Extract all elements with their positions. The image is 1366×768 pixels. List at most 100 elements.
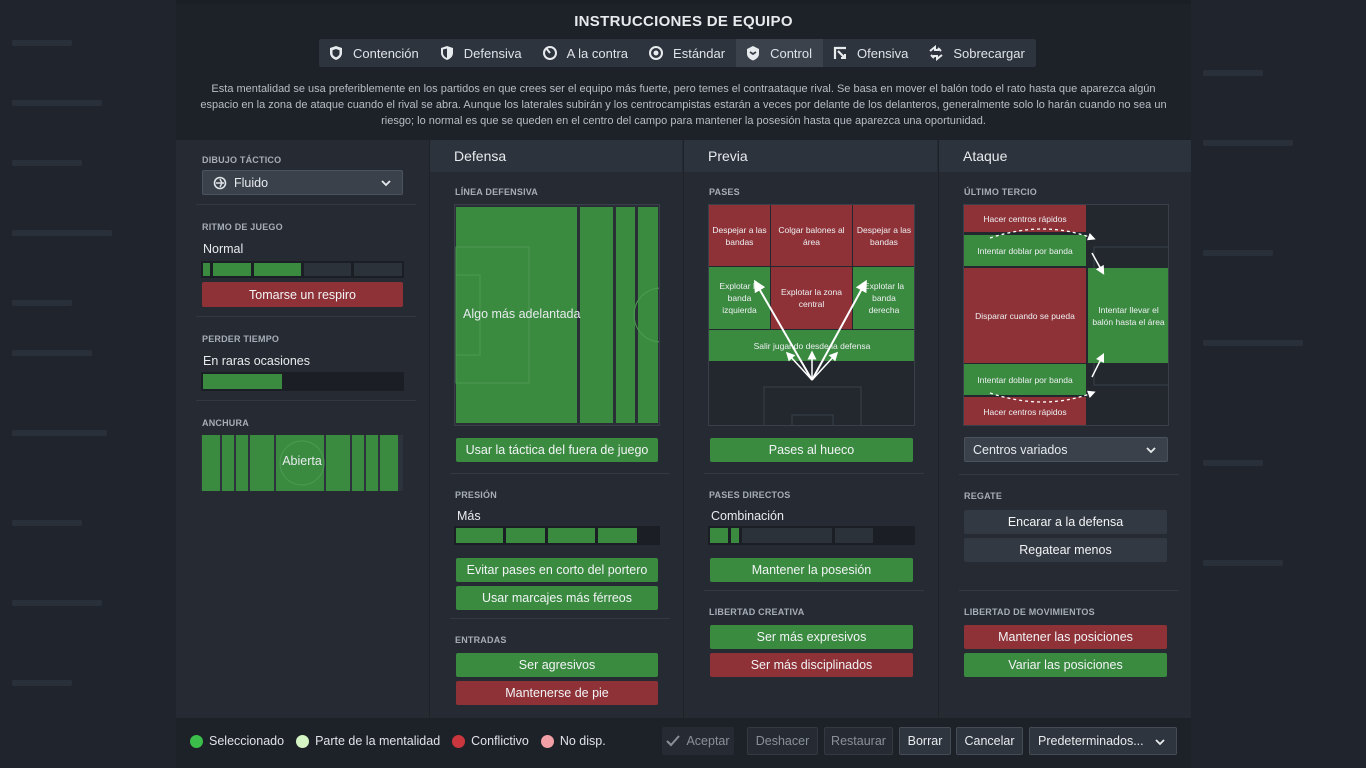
tab-label: Ofensiva xyxy=(857,45,909,61)
shield-double-icon xyxy=(330,46,342,60)
tab-sobrecargar[interactable]: Sobrecargar xyxy=(919,39,1036,67)
balls-into-box-option[interactable]: Colgar balones al área xyxy=(771,205,852,266)
presets-dropdown[interactable]: Predeterminados... xyxy=(1029,727,1177,755)
aggressive-button[interactable]: Ser agresivos xyxy=(456,653,658,677)
tab-label: A la contra xyxy=(566,45,629,61)
tab-defensiva[interactable]: Defensiva xyxy=(430,39,533,67)
tab-a-la-contra[interactable]: A la contra xyxy=(533,39,639,67)
dribbling-label: REGATE xyxy=(964,491,1003,501)
accept-button[interactable]: Aceptar xyxy=(662,727,734,755)
legend-item: Parte de la mentalidad xyxy=(296,734,440,748)
restore-button[interactable]: Restaurar xyxy=(824,727,893,755)
tactic-value: Fluido xyxy=(234,175,269,190)
defensive-pitch-lines xyxy=(455,246,659,384)
direct-passing-value: Combinación xyxy=(711,509,784,523)
defensive-line-label: LÍNEA DEFENSIVA xyxy=(455,187,539,197)
tactic-label: DIBUJO TÁCTICO xyxy=(202,155,282,165)
defensive-line-value: Algo más adelantada xyxy=(463,307,581,321)
overlap-top-option[interactable]: Intentar doblar por banda xyxy=(964,235,1086,266)
overlap-bottom-option[interactable]: Intentar doblar por banda xyxy=(964,364,1086,395)
tab-label: Contención xyxy=(353,45,419,61)
divider xyxy=(704,473,924,474)
defense-header: Defensa xyxy=(430,140,682,172)
early-crosses-bottom-option[interactable]: Hacer centros rápidos xyxy=(964,397,1086,425)
attack-arrow-icon xyxy=(833,46,846,59)
dribble-less-button[interactable]: Regatear menos xyxy=(964,538,1167,562)
legend-item: Seleccionado xyxy=(190,734,284,748)
overload-icon xyxy=(929,45,943,61)
dialog-title: INSTRUCCIONES DE EQUIPO xyxy=(574,13,793,30)
tab-contencion[interactable]: Contención xyxy=(319,39,430,67)
presets-label: Predeterminados... xyxy=(1038,734,1144,748)
direct-passing-label: PASES DIRECTOS xyxy=(709,490,791,500)
legend-label: Parte de la mentalidad xyxy=(315,734,441,748)
tab-ofensiva[interactable]: Ofensiva xyxy=(823,39,919,67)
width-pitch[interactable]: Abierta xyxy=(201,435,403,491)
hold-position-button[interactable]: Mantener las posiciones xyxy=(964,625,1167,649)
movement-freedom-label: LIBERTAD DE MOVIMIENTOS xyxy=(964,607,1095,617)
timewaste-bar[interactable] xyxy=(201,372,404,391)
work-into-box-option[interactable]: Intentar llevar el balón hasta el área xyxy=(1088,268,1168,363)
defensive-line-pitch[interactable]: Algo más adelantada xyxy=(454,204,660,426)
early-crosses-top-option[interactable]: Hacer centros rápidos xyxy=(964,205,1086,232)
clear-wide-left-option[interactable]: Despejar a las bandas xyxy=(709,205,770,266)
divider xyxy=(704,590,924,591)
stay-on-feet-button[interactable]: Mantenerse de pie xyxy=(456,681,658,705)
offside-trap-button[interactable]: Usar la táctica del fuera de juego xyxy=(456,438,658,462)
crossing-select[interactable]: Centros variados xyxy=(964,437,1168,462)
direct-passing-bar[interactable] xyxy=(708,526,915,545)
be-more-expressive-button[interactable]: Ser más expresivos xyxy=(710,625,913,649)
be-more-disciplined-button[interactable]: Ser más disciplinados xyxy=(710,653,913,677)
creative-freedom-label: LIBERTAD CREATIVA xyxy=(709,607,805,617)
roam-button[interactable]: Variar las posiciones xyxy=(964,653,1167,677)
keep-possession-button[interactable]: Mantener la posesión xyxy=(710,558,913,582)
tempo-bar[interactable] xyxy=(201,261,404,278)
counter-icon xyxy=(542,46,557,60)
crossing-value: Centros variados xyxy=(973,442,1068,457)
defense-column: Defensa LÍNEA DEFENSIVA Algo más adelant… xyxy=(429,140,682,718)
tab-label: Sobrecargar xyxy=(953,45,1025,61)
tight-marking-button[interactable]: Usar marcajes más férreos xyxy=(456,586,658,610)
check-icon xyxy=(666,735,681,747)
legend-label: Conflictivo xyxy=(471,734,529,748)
pressing-label: PRESIÓN xyxy=(455,490,497,500)
tempo-slow-button[interactable]: Tomarse un respiro xyxy=(202,282,403,307)
conflict-dot-icon xyxy=(452,734,466,748)
shoot-on-sight-option[interactable]: Disparar cuando se pueda xyxy=(964,268,1086,363)
control-shield-icon xyxy=(747,46,760,61)
tactic-select[interactable]: Fluido xyxy=(202,170,403,195)
timewaste-value: En raras ocasiones xyxy=(203,354,311,368)
tab-label: Control xyxy=(770,45,812,61)
overlap-arrows xyxy=(989,228,1105,403)
through-balls-button[interactable]: Pases al hueco xyxy=(710,438,913,462)
run-at-defence-button[interactable]: Encarar a la defensa xyxy=(964,510,1167,534)
balanced-icon xyxy=(649,46,664,60)
passing-pitch-lines xyxy=(763,386,862,425)
avoid-short-gk-button[interactable]: Evitar pases en corto del portero xyxy=(456,558,658,582)
exploit-middle-option[interactable]: Explotar la zona central xyxy=(771,267,852,329)
undo-button[interactable]: Deshacer xyxy=(747,727,818,755)
timewaste-label: PERDER TIEMPO xyxy=(202,334,280,344)
tackling-label: ENTRADAS xyxy=(455,635,507,645)
tab-label: Estándar xyxy=(673,45,726,61)
cancel-button[interactable]: Cancelar xyxy=(956,727,1023,755)
divider xyxy=(196,204,416,205)
width-value: Abierta xyxy=(282,454,322,468)
exploit-left-flank-option[interactable]: Explotar la banda izquierda xyxy=(709,267,770,329)
attack-column: Ataque ÚLTIMO TERCIO Hacer centros rápid… xyxy=(938,140,1191,718)
dialog-header: INSTRUCCIONES DE EQUIPO Contención Defen… xyxy=(176,4,1191,140)
pressing-bar[interactable] xyxy=(454,526,660,545)
passing-pitch[interactable]: Despejar a las bandas Colgar balones al … xyxy=(708,204,915,426)
clear-button[interactable]: Borrar xyxy=(899,727,951,755)
fluid-icon xyxy=(213,176,227,190)
divider xyxy=(450,473,670,474)
tab-control[interactable]: Control xyxy=(736,39,823,67)
tab-estandar[interactable]: Estándar xyxy=(639,39,736,67)
final-third-pitch[interactable]: Hacer centros rápidos Intentar doblar po… xyxy=(963,204,1169,426)
clear-wide-right-option[interactable]: Despejar a las bandas xyxy=(853,205,914,266)
chevron-down-icon xyxy=(1155,739,1165,746)
passing-label: PASES xyxy=(709,187,740,197)
dialog-footer: Seleccionado Parte de la mentalidad Conf… xyxy=(176,718,1191,768)
divider xyxy=(959,590,1179,591)
exploit-right-flank-option[interactable]: Explotar la banda derecha xyxy=(853,267,914,329)
